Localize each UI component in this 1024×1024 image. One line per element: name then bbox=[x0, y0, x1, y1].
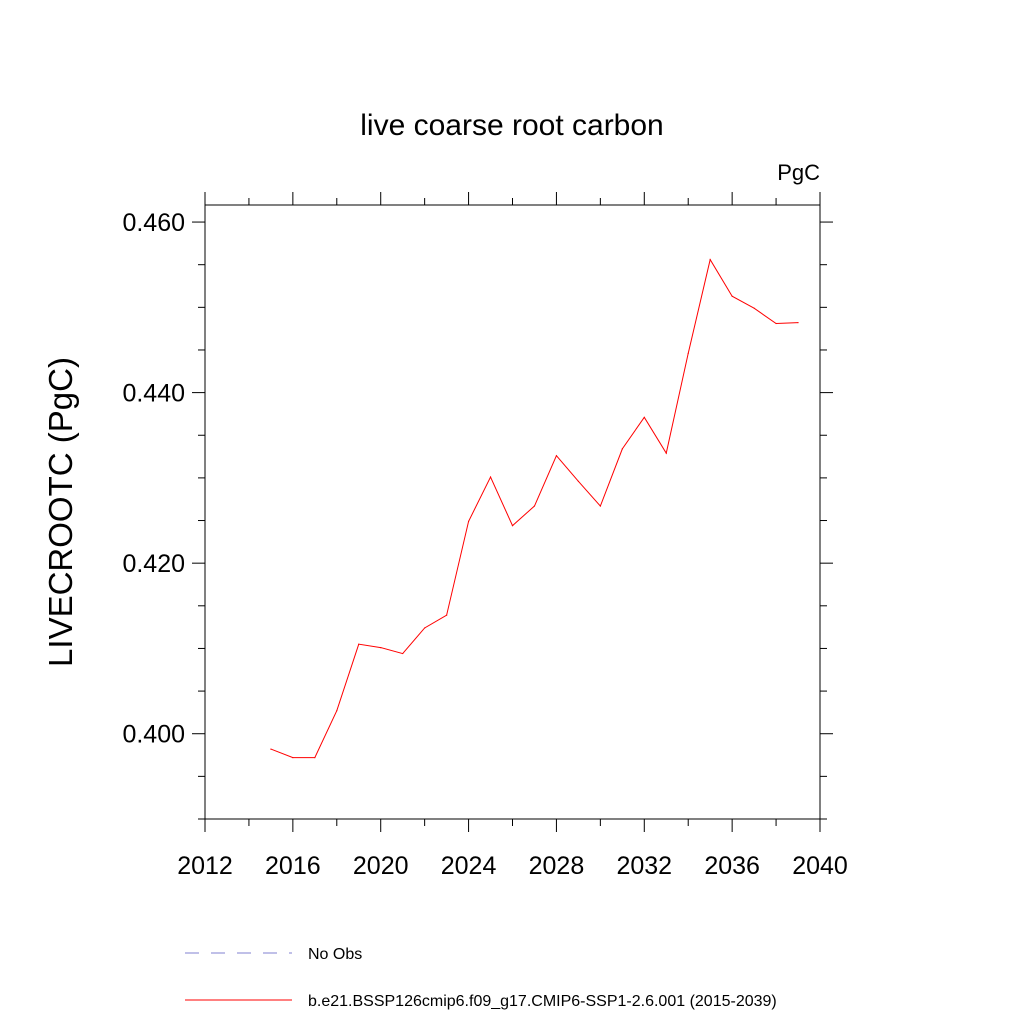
plot-frame bbox=[204, 204, 821, 820]
data-point bbox=[533, 505, 536, 507]
data-point bbox=[621, 448, 623, 450]
data-point bbox=[467, 520, 470, 522]
x-tick-label: 2028 bbox=[529, 852, 585, 880]
chart-title: live coarse root carbon bbox=[360, 109, 664, 142]
data-point bbox=[402, 652, 404, 655]
y-tick-label: 0.400 bbox=[122, 721, 185, 749]
data-point bbox=[358, 643, 360, 645]
data-point bbox=[270, 748, 272, 750]
data-point bbox=[599, 505, 601, 507]
units-label: PgC bbox=[777, 160, 820, 185]
data-point bbox=[775, 322, 777, 325]
x-tick-label: 2016 bbox=[265, 852, 321, 880]
x-tick-label: 2012 bbox=[177, 852, 233, 880]
series-line bbox=[270, 258, 799, 759]
data-point bbox=[314, 757, 316, 759]
y-tick-label: 0.440 bbox=[122, 380, 185, 408]
data-point bbox=[709, 258, 711, 261]
data-point bbox=[380, 646, 382, 649]
x-tick-label: 2032 bbox=[616, 852, 672, 880]
data-point bbox=[665, 452, 667, 454]
x-tick-label: 2024 bbox=[441, 852, 497, 880]
data-point bbox=[292, 757, 294, 759]
axes: 2012 2016 2020 2024 2028 2032 2036 2040 0.400 0.4… bbox=[122, 192, 848, 880]
legend-label-no-obs: No Obs bbox=[308, 946, 362, 963]
y-axis-label: LIVECROOTC (PgC) bbox=[42, 357, 79, 667]
x-tick-label: 2040 bbox=[792, 852, 848, 880]
data-point bbox=[797, 322, 799, 324]
legend: No Obs b.e21.BSSP126cmip6.f09_g17.CMIP6-… bbox=[185, 946, 777, 1010]
data-point bbox=[555, 455, 558, 457]
data-point bbox=[643, 416, 645, 418]
data-point bbox=[731, 295, 733, 297]
data-point bbox=[336, 710, 338, 712]
y-tick-label: 0.420 bbox=[122, 550, 185, 578]
data-point bbox=[489, 476, 492, 478]
data-point bbox=[753, 307, 755, 309]
y-tick-label: 0.460 bbox=[122, 209, 185, 237]
data-point bbox=[424, 627, 426, 629]
data-point bbox=[446, 614, 448, 616]
data-point bbox=[511, 525, 514, 527]
x-tick-label: 2020 bbox=[353, 852, 409, 880]
legend-label-model: b.e21.BSSP126cmip6.f09_g17.CMIP6-SSP1-2.… bbox=[308, 993, 777, 1010]
data-point bbox=[687, 352, 689, 354]
data-point bbox=[577, 480, 579, 482]
x-tick-label: 2036 bbox=[704, 852, 760, 880]
series-layer bbox=[270, 258, 799, 759]
